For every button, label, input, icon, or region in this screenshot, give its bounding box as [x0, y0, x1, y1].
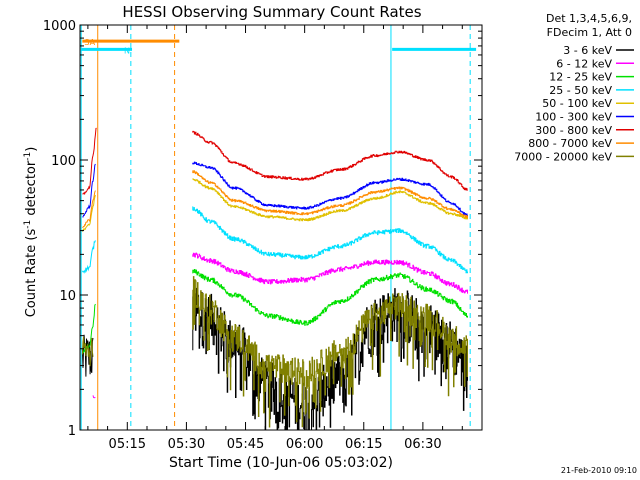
x-axis: 05:15 05:30 05:45 06:00 06:15 06:30 — [87, 25, 483, 452]
legend-header-detectors: Det 1,3,4,5,6,9, — [546, 12, 632, 25]
y-tick-label: 10 — [59, 289, 76, 304]
y-axis-label: Count Rate (s-1 detector-1) — [23, 147, 39, 318]
series-line — [82, 127, 97, 196]
series-line — [192, 130, 468, 191]
x-tick-label: 05:30 — [168, 437, 205, 452]
x-tick-label: 06:00 — [286, 437, 323, 452]
x-tick-label: 05:15 — [109, 437, 146, 452]
legend-label: 100 - 300 keV — [535, 111, 612, 124]
series-line — [192, 170, 468, 218]
legend-label: 12 - 25 keV — [549, 71, 612, 84]
x-tick-label: 05:45 — [227, 437, 264, 452]
flag-label: SA — [84, 38, 95, 47]
series-line — [81, 334, 94, 377]
legend-label: 300 - 800 keV — [535, 124, 612, 137]
y-tick-label: 1000 — [43, 19, 76, 34]
series-line — [192, 276, 468, 428]
legend-label: 6 - 12 keV — [556, 57, 612, 70]
x-axis-label: Start Time (10-Jun-06 05:03:02) — [169, 455, 393, 471]
series-line — [81, 336, 94, 367]
legend-label: 800 - 7000 keV — [528, 137, 612, 150]
series-lines — [81, 127, 468, 430]
series-line — [81, 194, 96, 232]
x-tick-label: 06:30 — [404, 437, 441, 452]
marker-lines — [80, 25, 471, 430]
y-axis: 1 10 100 1000 — [43, 19, 482, 439]
legend-label: 7000 - 20000 keV — [514, 150, 612, 163]
legend-header-decimation: FDecim 1, Att 0 — [547, 26, 632, 39]
series-line — [192, 178, 468, 222]
series-line — [82, 190, 96, 229]
plot-frame — [79, 24, 483, 431]
series-line — [81, 240, 96, 274]
y-tick-label: 1 — [68, 424, 76, 439]
y-tick-label: 100 — [51, 154, 76, 169]
chart-title: HESSI Observing Summary Count Rates — [122, 3, 421, 21]
legend-label: 3 - 6 keV — [563, 44, 612, 57]
series-line — [192, 161, 468, 217]
series-line — [82, 163, 96, 218]
flag-bars: SA N — [81, 38, 477, 55]
legend: Det 1,3,4,5,6,9, FDecim 1, Att 0 3 - 6 k… — [514, 12, 634, 163]
series-line — [192, 269, 468, 326]
series-line — [192, 206, 468, 274]
legend-label: 50 - 100 keV — [542, 97, 612, 110]
legend-label: 25 - 50 keV — [549, 84, 612, 97]
series-line — [92, 395, 96, 399]
series-line — [192, 252, 468, 294]
flag-label: N — [124, 46, 130, 55]
footer-date: 21-Feb-2010 09:10 — [561, 466, 637, 475]
x-tick-label: 06:15 — [345, 437, 382, 452]
series-line — [82, 303, 96, 354]
